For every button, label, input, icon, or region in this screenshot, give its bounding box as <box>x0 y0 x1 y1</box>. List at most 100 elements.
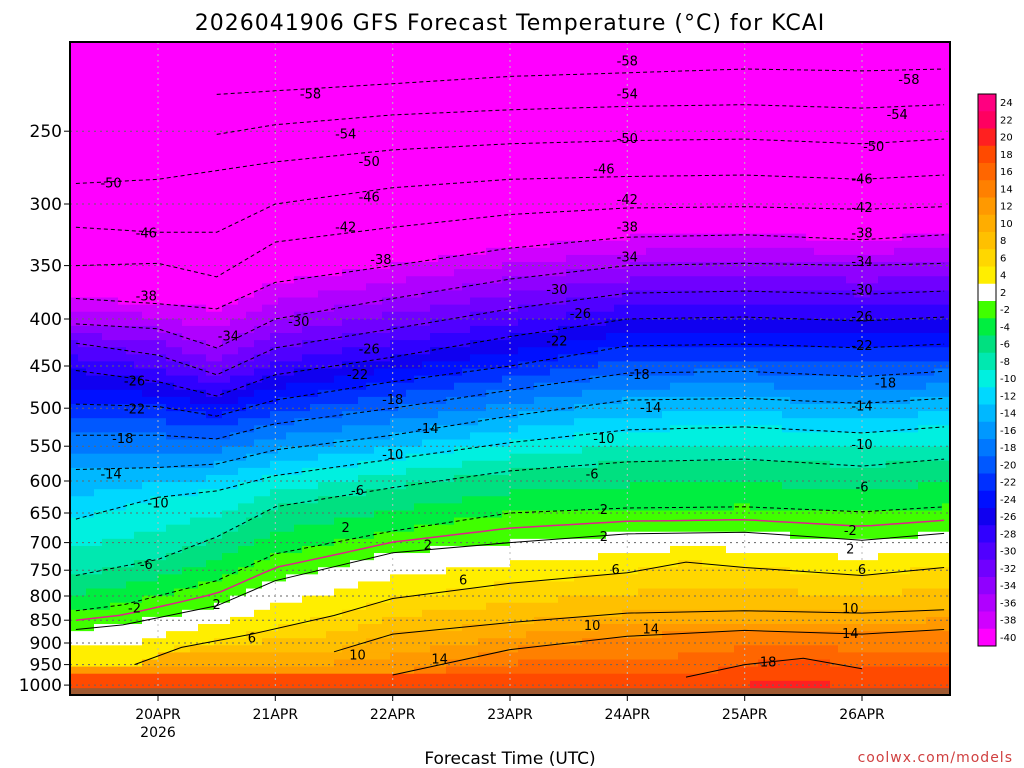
fill-cell <box>142 446 151 455</box>
fill-cell <box>422 460 431 469</box>
fill-cell <box>334 425 343 433</box>
fill-cell <box>262 91 271 100</box>
fill-cell <box>374 631 383 639</box>
fill-cell <box>110 524 119 533</box>
fill-cell <box>358 453 367 462</box>
fill-cell <box>270 602 279 611</box>
fill-cell <box>278 645 287 654</box>
fill-cell <box>166 588 175 597</box>
fill-cell <box>406 297 415 306</box>
fill-cell <box>278 545 287 554</box>
fill-cell <box>150 254 159 263</box>
fill-cell <box>334 347 343 355</box>
fill-cell <box>326 666 335 675</box>
fill-cell <box>294 56 303 64</box>
fill-cell <box>478 389 487 398</box>
fill-cell <box>286 254 295 263</box>
fill-cell <box>302 567 311 575</box>
fill-cell <box>118 49 127 57</box>
fill-cell <box>470 474 479 483</box>
fill-cell <box>278 638 287 646</box>
fill-cell <box>390 191 399 199</box>
fill-cell <box>494 98 503 107</box>
fill-cell <box>174 545 183 554</box>
fill-cell <box>286 382 295 391</box>
fill-cell <box>502 219 511 228</box>
fill-cell <box>286 680 295 689</box>
fill-cell <box>414 411 423 419</box>
fill-cell <box>270 191 279 199</box>
fill-cell <box>118 666 127 675</box>
fill-cell <box>382 517 391 526</box>
fill-cell <box>470 510 479 519</box>
fill-cell <box>278 183 287 192</box>
fill-cell <box>270 297 279 306</box>
fill-cell <box>102 148 111 157</box>
fill-cell <box>470 212 479 221</box>
fill-cell <box>206 155 215 164</box>
fill-cell <box>94 368 103 377</box>
fill-cell <box>182 567 191 575</box>
fill-cell <box>438 361 447 370</box>
fill-cell <box>334 595 343 604</box>
fill-cell <box>142 91 151 100</box>
fill-cell <box>454 588 463 597</box>
fill-cell <box>486 553 495 561</box>
fill-cell <box>86 276 95 284</box>
fill-cell <box>334 567 343 575</box>
fill-cell <box>494 304 503 313</box>
fill-cell <box>326 283 335 292</box>
fill-cell <box>382 624 391 632</box>
fill-cell <box>430 659 439 668</box>
fill-cell <box>358 233 367 242</box>
fill-cell <box>350 474 359 483</box>
fill-cell <box>118 56 127 64</box>
fill-cell <box>142 183 151 192</box>
fill-cell <box>470 49 479 57</box>
fill-cell <box>318 354 327 362</box>
fill-cell <box>398 42 407 50</box>
fill-cell <box>358 467 367 476</box>
fill-cell <box>206 588 215 597</box>
fill-cell <box>382 127 391 135</box>
fill-cell <box>390 531 399 540</box>
fill-cell <box>462 269 471 277</box>
fill-cell <box>494 439 503 448</box>
fill-cell <box>366 354 375 362</box>
fill-cell <box>246 602 255 611</box>
fill-cell <box>494 219 503 228</box>
fill-cell <box>406 134 415 142</box>
fill-cell <box>374 588 383 597</box>
fill-cell <box>438 226 447 235</box>
fill-cell <box>438 247 447 256</box>
fill-cell <box>302 212 311 221</box>
fill-cell <box>302 553 311 561</box>
fill-cell <box>310 340 319 348</box>
fill-cell <box>198 567 207 575</box>
fill-cell <box>270 645 279 654</box>
fill-cell <box>366 545 375 554</box>
fill-cell <box>190 276 199 284</box>
fill-cell <box>366 553 375 561</box>
fill-cell <box>110 588 119 597</box>
fill-cell <box>294 361 303 370</box>
fill-cell <box>262 368 271 377</box>
fill-cell <box>478 191 487 199</box>
fill-cell <box>190 659 199 668</box>
fill-cell <box>198 162 207 171</box>
fill-cell <box>126 545 135 554</box>
fill-cell <box>462 212 471 221</box>
fill-cell <box>438 91 447 100</box>
fill-cell <box>478 212 487 221</box>
fill-cell <box>374 112 383 121</box>
fill-cell <box>366 446 375 455</box>
fill-cell <box>366 652 375 661</box>
fill-cell <box>358 531 367 540</box>
fill-cell <box>470 489 479 497</box>
fill-cell <box>166 616 175 625</box>
fill-cell <box>246 531 255 540</box>
fill-cell <box>454 375 463 384</box>
fill-cell <box>190 361 199 370</box>
fill-cell <box>270 347 279 355</box>
fill-cell <box>166 269 175 277</box>
